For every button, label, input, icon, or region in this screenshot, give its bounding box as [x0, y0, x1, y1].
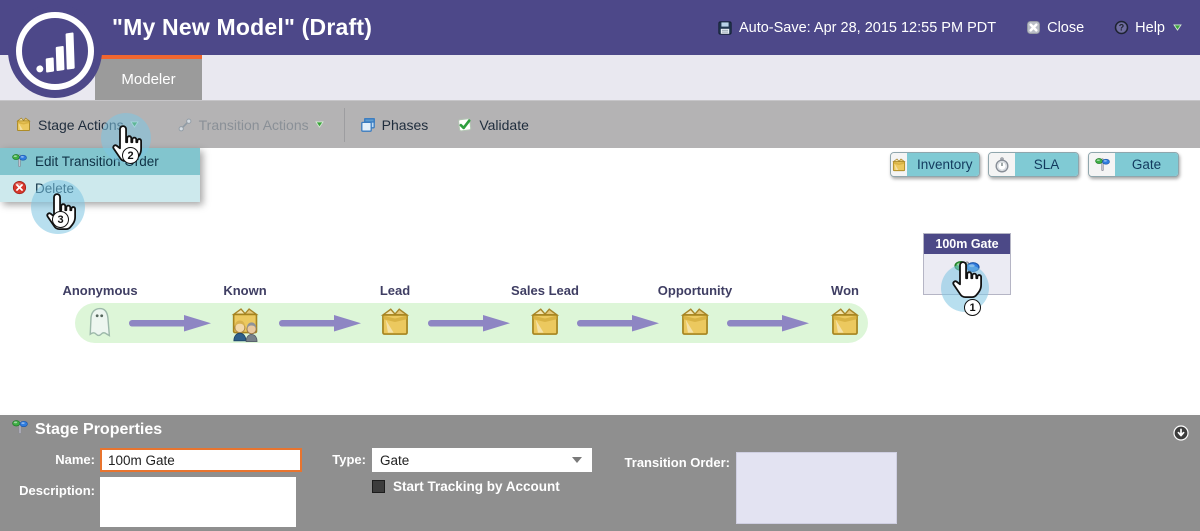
chevron-down-icon — [572, 457, 582, 463]
transition-order-box[interactable] — [736, 452, 897, 524]
checkbox[interactable] — [372, 480, 385, 493]
menu-item-delete[interactable]: Delete — [0, 175, 200, 202]
panel-header: Stage Properties — [12, 419, 162, 440]
gate-icon — [1089, 153, 1115, 176]
phases-button[interactable]: Phases — [360, 117, 428, 133]
transition-order-label: Transition Order: — [624, 455, 730, 470]
callout-step-2: 2 — [122, 147, 139, 164]
box-icon — [828, 305, 862, 344]
stage-actions-menu: Edit Transition Order Delete — [0, 148, 200, 202]
logo-bars-icon — [31, 28, 80, 74]
connector-icon — [177, 117, 193, 133]
transition-arrow[interactable] — [277, 314, 367, 337]
chevron-down-icon — [1173, 24, 1182, 31]
transition-arrow[interactable] — [575, 314, 665, 337]
marketo-logo — [8, 4, 102, 98]
description-label: Description: — [19, 483, 95, 498]
callout-step-1: 1 — [964, 299, 981, 316]
autosave-text: Auto-Save: Apr 28, 2015 12:55 PM PDT — [738, 19, 997, 36]
close-icon — [1026, 20, 1041, 35]
box-icon — [891, 153, 907, 176]
stopwatch-icon — [989, 153, 1015, 176]
gate-node-title: 100m Gate — [924, 234, 1010, 254]
name-field[interactable] — [100, 448, 302, 472]
save-icon — [717, 20, 733, 36]
transition-arrow[interactable] — [725, 314, 815, 337]
sla-button[interactable]: SLA — [988, 152, 1079, 177]
delete-icon — [12, 180, 27, 198]
start-tracking-label: Start Tracking by Account — [393, 479, 560, 494]
transition-arrow[interactable] — [127, 314, 217, 337]
box-icon — [15, 116, 32, 133]
chevron-down-icon — [315, 121, 324, 128]
box-icon — [378, 305, 412, 344]
menu-item-edit-transition-order[interactable]: Edit Transition Order — [0, 148, 200, 175]
phases-icon — [360, 117, 376, 133]
description-field[interactable] — [100, 477, 296, 527]
box-icon — [678, 305, 712, 344]
box-people-icon — [226, 305, 264, 348]
page-title: "My New Model" (Draft) — [112, 14, 373, 40]
panel-title: Stage Properties — [35, 420, 163, 438]
validate-button[interactable]: Validate — [456, 116, 529, 133]
gate-button[interactable]: Gate — [1088, 152, 1179, 177]
transition-arrow[interactable] — [426, 314, 516, 337]
gate-icon — [12, 153, 27, 171]
gate-icon — [12, 419, 28, 440]
type-select[interactable]: Gate — [372, 448, 592, 472]
help-button[interactable]: Help — [1114, 20, 1182, 36]
callout-step-3: 3 — [52, 211, 69, 228]
model-canvas: Edit Transition Order Delete Inventory S… — [0, 148, 1200, 413]
type-value: Gate — [380, 452, 410, 468]
validate-check-icon — [456, 116, 473, 133]
stage-properties-panel: Stage Properties Name: Description: Type… — [0, 413, 1200, 531]
inventory-button[interactable]: Inventory — [890, 152, 980, 177]
tab-strip: Modeler — [0, 55, 1200, 100]
help-icon — [1114, 20, 1129, 35]
start-tracking-checkbox-row[interactable]: Start Tracking by Account — [372, 479, 560, 494]
box-icon — [528, 305, 562, 344]
tab-modeler[interactable]: Modeler — [95, 55, 202, 100]
autosave-status: Auto-Save: Apr 28, 2015 12:55 PM PDT — [717, 20, 996, 36]
ghost-icon — [83, 305, 117, 344]
toolbar: Stage Actions Transition Actions Phases … — [0, 100, 1200, 148]
collapse-panel-button[interactable] — [1173, 425, 1189, 446]
name-label: Name: — [55, 452, 95, 467]
close-button[interactable]: Close — [1026, 20, 1084, 36]
transition-actions-button[interactable]: Transition Actions — [177, 117, 324, 133]
type-label: Type: — [332, 452, 366, 467]
app-header: "My New Model" (Draft) Auto-Save: Apr 28… — [0, 0, 1200, 55]
toolbar-separator — [343, 107, 345, 142]
